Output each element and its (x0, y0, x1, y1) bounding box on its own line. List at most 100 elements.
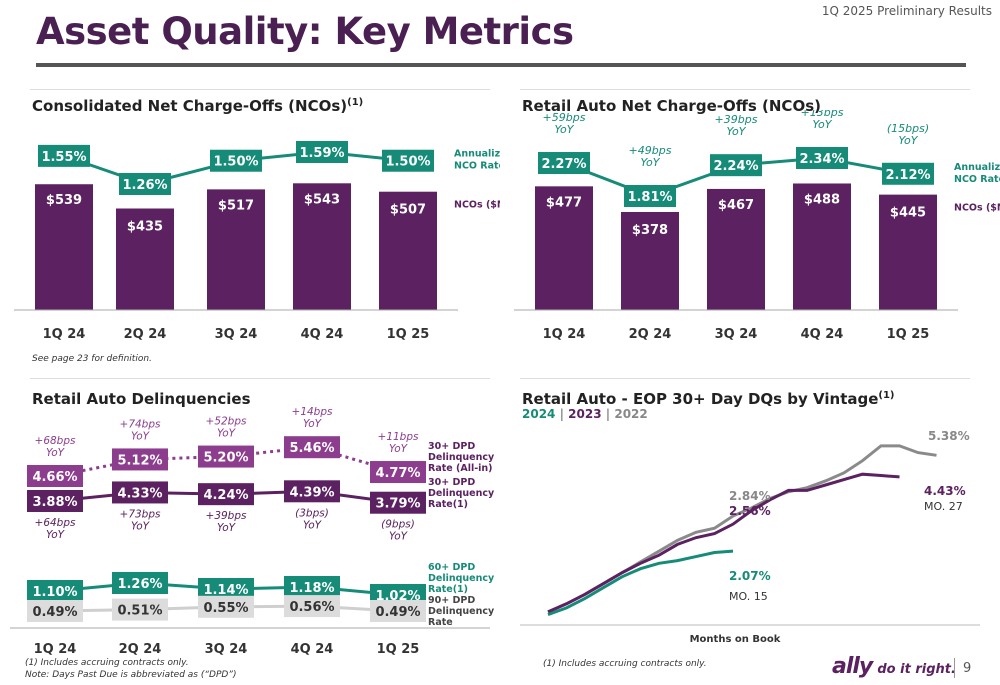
dq-label-0: 5.12% (117, 453, 162, 468)
category-label: 4Q 24 (801, 327, 844, 342)
dq-label-3-box (27, 600, 83, 622)
rate-label-box (624, 185, 676, 207)
dq-label-3-box (112, 598, 168, 621)
category-label: 3Q 24 (215, 327, 258, 342)
dq-legend: Delinquency (428, 606, 495, 617)
rate-label: 2.27% (541, 157, 586, 172)
rate-label-box (38, 144, 90, 167)
dq-label-3: 0.49% (32, 605, 77, 620)
rate-label-box (710, 154, 762, 177)
yoy-above: YoY (217, 428, 237, 440)
dq-label-0-box (370, 461, 426, 484)
dq-label-0-box (27, 465, 83, 487)
label-2022-end: 5.38% (928, 429, 970, 443)
nco-bar (535, 186, 593, 310)
delinquencies-chart: 4.66% 5.12% 5.20% 5.46% 4.77% 3.88% 4.33% 4.24%… (10, 406, 495, 655)
divider (520, 89, 970, 90)
label-2023-mid: 2.56% (729, 504, 771, 518)
yoy-label: (15bps) (887, 122, 929, 135)
footnote-dpd: Note: Days Past Due is abbreviated as (“… (25, 670, 237, 680)
legend-2022: 2022 (614, 407, 648, 421)
consolidated-nco-title: Consolidated Net Charge-Offs (NCOs)(1) (32, 97, 364, 115)
yoy-below: YoY (389, 531, 409, 543)
title-rule (36, 63, 966, 67)
category-label: 2Q 24 (119, 642, 162, 655)
dq-legend: 30+ DPD (428, 441, 475, 452)
dq-label-3-box (370, 600, 426, 622)
dq-label-2-box (284, 576, 340, 598)
retail-nco-title: Retail Auto Net Charge-Offs (NCOs) (522, 97, 821, 115)
nco-bar (793, 183, 851, 310)
category-label: 2Q 24 (629, 327, 672, 342)
vintage-chart: 5.38% 4.43% MO. 27 2.84%2.56% 2.07% MO. 15 Mon… (520, 429, 980, 645)
dq-label-0-box (112, 448, 168, 471)
rate-label-box (210, 149, 262, 172)
nco-bar (116, 208, 174, 310)
dq-label-1: 4.39% (289, 485, 334, 500)
dq-label-0: 4.66% (32, 470, 77, 485)
nco-bar-label: $435 (127, 220, 163, 235)
nco-bar (293, 183, 351, 310)
yoy-above: YoY (131, 430, 151, 442)
dq-label-0: 4.77% (375, 466, 420, 481)
rate-label: 1.59% (299, 146, 344, 161)
rate-label: 2.24% (713, 159, 758, 174)
dq-label-1: 3.88% (32, 495, 77, 510)
yoy-below: YoY (217, 522, 237, 534)
dq-legend: Delinquency (428, 452, 495, 463)
dq-label-3: 0.56% (289, 600, 334, 615)
nco-bar-label: $445 (890, 206, 926, 221)
rate-label: 1.81% (627, 190, 672, 205)
category-label: 1Q 24 (543, 327, 586, 342)
legend-bars: NCOs ($M) (954, 203, 1000, 214)
page-title: Asset Quality: Key Metrics (36, 10, 574, 53)
nco-bar-label: $517 (218, 198, 254, 213)
rate-label-box (296, 141, 348, 163)
dq-legend: Rate (All-in) (428, 463, 493, 474)
yoy-label: +13bps (801, 110, 844, 119)
category-label: 2Q 24 (124, 327, 167, 342)
yoy-below: YoY (303, 519, 323, 531)
dq-label-2: 1.10% (32, 585, 77, 600)
nco-bar-label: $477 (546, 195, 582, 210)
yoy-above: +52bps (206, 416, 247, 428)
legend-rate: Annualized (454, 149, 500, 160)
rate-label: 1.55% (41, 150, 86, 165)
nco-bar-label: $507 (390, 203, 426, 218)
yoy-above: +74bps (120, 418, 161, 430)
dq-label-0-box (284, 436, 340, 459)
dq-line-0 (54, 445, 399, 478)
rate-label-box (382, 149, 434, 172)
nco-bar-label: $539 (46, 193, 82, 208)
dq-label-2-box (27, 580, 83, 602)
yoy-below: (3bps) (295, 507, 329, 519)
dq-label-1-box (112, 481, 168, 504)
category-label: 3Q 24 (715, 327, 758, 342)
delinquencies-title: Retail Auto Delinquencies (32, 390, 251, 408)
rate-label-box (882, 162, 934, 185)
rate-label: 1.50% (385, 155, 430, 170)
rate-label: 1.50% (213, 155, 258, 170)
vintage-title: Retail Auto - EOP 30+ Day DQs by Vintage… (522, 390, 895, 408)
yoy-above: YoY (389, 443, 409, 455)
definition-note: See page 23 for definition. (32, 354, 152, 364)
nco-bar (621, 212, 679, 310)
nco-bar (35, 184, 93, 310)
yoy-label: YoY (555, 123, 575, 136)
dq-label-0: 5.20% (203, 451, 248, 466)
yoy-below: +73bps (120, 508, 161, 520)
vintage-legend: 2024 | 2023 | 2022 (522, 407, 648, 421)
label-2024-note: MO. 15 (729, 590, 768, 603)
yoy-label: +49bps (629, 144, 672, 157)
divider (520, 378, 970, 379)
yoy-label: YoY (813, 118, 833, 131)
dq-label-1: 3.79% (375, 497, 420, 512)
yoy-above: +14bps (292, 406, 333, 418)
rate-label-box (538, 152, 590, 175)
dq-label-3-box (198, 595, 254, 618)
dq-label-2: 1.14% (203, 583, 248, 598)
legend-2024: 2024 (522, 407, 556, 421)
vintage-line-2024 (547, 549, 734, 617)
legend-rate: NCO Rate (454, 161, 500, 172)
ally-logo: ally do it right. (832, 654, 956, 679)
